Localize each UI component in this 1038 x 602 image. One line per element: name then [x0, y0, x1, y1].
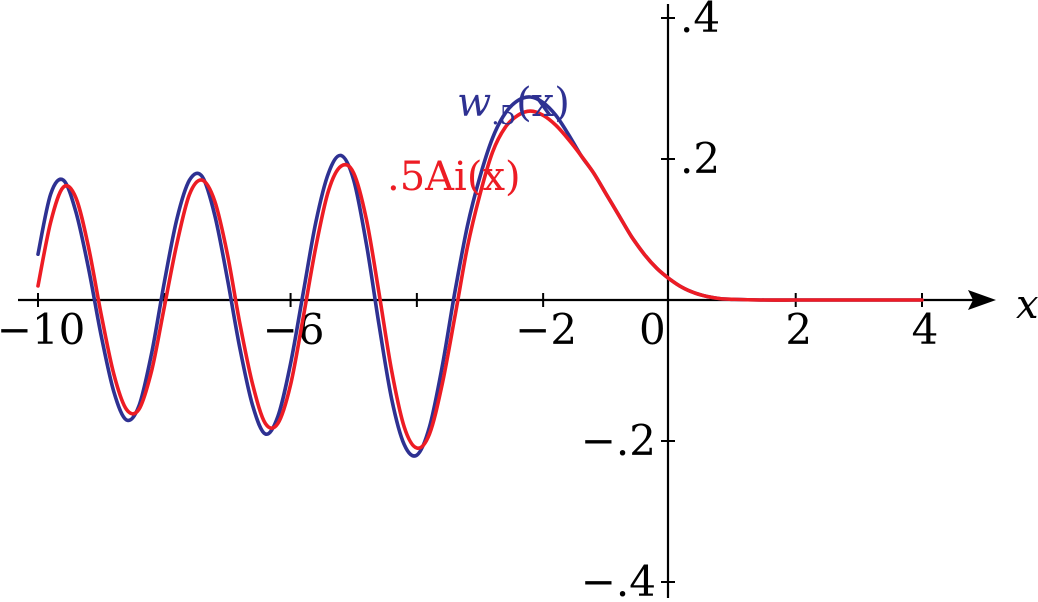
series-label-w-main: w [457, 80, 491, 126]
x-tick-label: 2 [785, 305, 812, 354]
series-label-ai-main: .5Ai [387, 154, 467, 200]
x-tick-label: 0 [639, 305, 666, 354]
x-tick-label: −2 [515, 305, 577, 354]
x-tick-label: 4 [912, 305, 939, 354]
y-ticks: .4 .2 −.2 −.4 [581, 0, 720, 602]
x-axis-arrow [968, 290, 996, 310]
series-label-w-arg: (x) [516, 80, 570, 126]
series-label-w: w.5(x) [457, 80, 570, 131]
series-label-ai-arg: (x) [467, 154, 521, 200]
series-lines [36, 95, 924, 458]
y-tick-label: −.4 [581, 557, 656, 602]
series-line-ai [36, 109, 924, 450]
y-tick-label: −.2 [581, 416, 656, 465]
x-ticks: −10 −6 −2 0 2 4 [0, 293, 938, 354]
series-label-w-sub: .5 [491, 101, 516, 131]
y-tick-label: .4 [680, 0, 720, 42]
x-tick-label: −10 [0, 305, 85, 354]
series-label-ai: .5Ai(x) [387, 154, 521, 200]
y-tick-label: .2 [680, 134, 720, 183]
x-axis-label: x [1016, 282, 1038, 328]
